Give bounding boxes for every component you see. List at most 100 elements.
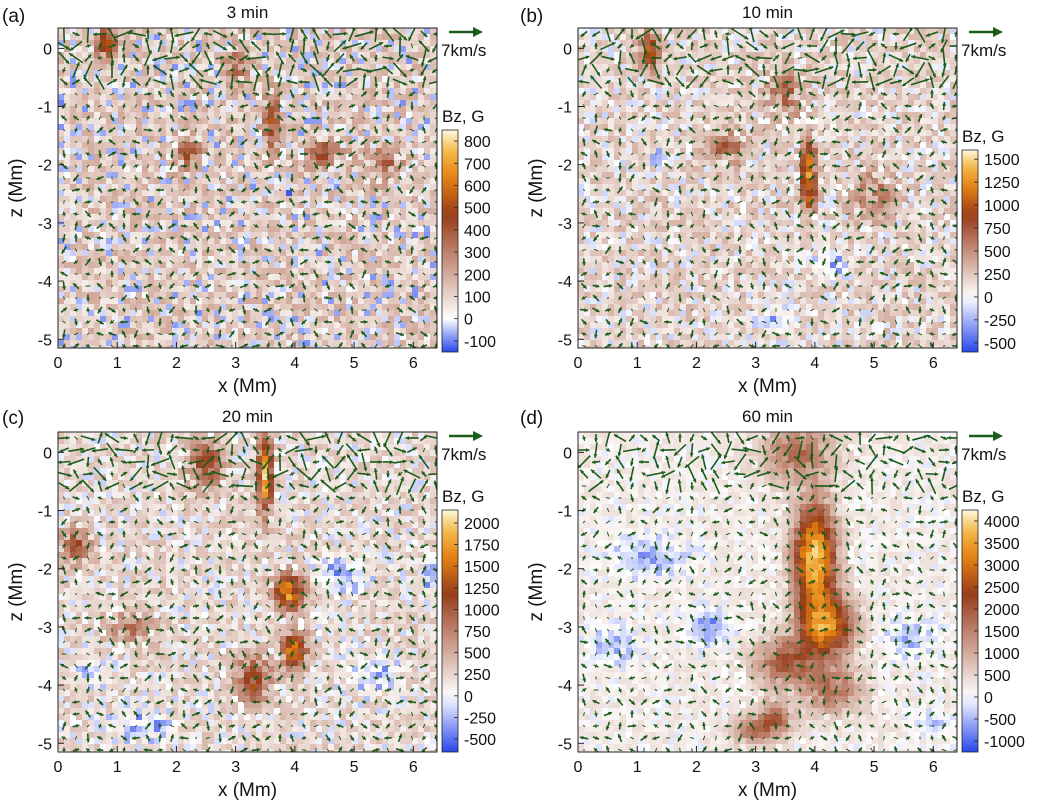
- colorbar-tick-label: 2000: [464, 516, 500, 533]
- colorbar-tick-label: 200: [464, 267, 491, 284]
- x-tick-label: 6: [409, 355, 418, 372]
- y-tick-label: -2: [558, 562, 572, 579]
- colorbar-tick-label: 500: [464, 201, 491, 218]
- reference-arrow-head: [473, 27, 483, 37]
- x-tick-label: 3: [231, 355, 240, 372]
- y-axis-label: z (Mm): [526, 562, 547, 621]
- bz-field: [58, 432, 437, 752]
- colorbar-title: Bz, G: [962, 487, 1005, 506]
- panel-title: 20 min: [222, 407, 273, 426]
- x-tick-label: 4: [290, 355, 299, 372]
- bz-field: [578, 28, 957, 348]
- x-tick-label: 1: [113, 355, 122, 372]
- velocity-vectors: [578, 432, 957, 752]
- y-tick-label: -3: [558, 216, 572, 233]
- y-tick-label: -1: [38, 100, 52, 117]
- x-tick-label: 4: [810, 355, 819, 372]
- x-tick-label: 3: [751, 759, 760, 776]
- colorbar-tick-label: 0: [464, 689, 473, 706]
- colorbar-title: Bz, G: [442, 107, 485, 126]
- vector-scale-label: 7km/s: [441, 41, 486, 60]
- colorbar-tick-label: 750: [984, 221, 1011, 238]
- y-tick-label: -5: [558, 736, 572, 753]
- colorbar-title: Bz, G: [442, 487, 485, 506]
- x-tick-label: 4: [810, 759, 819, 776]
- reference-arrow-head: [993, 27, 1003, 37]
- y-tick-label: 0: [563, 41, 572, 58]
- x-tick-label: 0: [574, 355, 583, 372]
- x-tick-label: 1: [633, 759, 642, 776]
- colorbar-tick-label: 600: [464, 179, 491, 196]
- x-tick-label: 5: [870, 759, 879, 776]
- colorbar-tick-label: 4000: [984, 514, 1020, 531]
- reference-arrow-head: [473, 431, 483, 441]
- x-tick-label: 2: [172, 355, 181, 372]
- colorbar-tick-label: 0: [464, 312, 473, 329]
- y-tick-label: -2: [38, 562, 52, 579]
- panel-1: 0 1 2 3 4 5 6 0 -1 -2 -3 -4 -5 x (Mm) z (Mm) 3 min (a) 7k…: [2, 3, 496, 397]
- panel-label: (a): [2, 6, 25, 27]
- x-tick-label: 6: [409, 759, 418, 776]
- x-tick-label: 6: [929, 759, 938, 776]
- colorbar-tick-label: 1500: [464, 559, 500, 576]
- colorbar-tick-label: -500: [984, 712, 1016, 729]
- panel-label: (d): [520, 408, 543, 429]
- x-tick-label: 5: [350, 759, 359, 776]
- x-axis-label: x (Mm): [738, 780, 797, 801]
- x-tick-label: 3: [751, 355, 760, 372]
- colorbar-tick-label: -250: [464, 710, 496, 727]
- x-axis-label: x (Mm): [738, 376, 797, 397]
- y-tick-label: -4: [558, 274, 572, 291]
- panel-title: 60 min: [742, 407, 793, 426]
- y-tick-label: -1: [558, 100, 572, 117]
- colorbar-tick-label: -500: [984, 336, 1016, 353]
- vector-scale-label: 7km/s: [441, 445, 486, 464]
- colorbar-tick-label: 750: [464, 624, 491, 641]
- y-tick-label: -3: [558, 620, 572, 637]
- plot-frame: [57, 431, 438, 753]
- colorbar-tick-label: 400: [464, 223, 491, 240]
- colorbar-tick-label: 500: [984, 244, 1011, 261]
- y-tick-label: -3: [38, 216, 52, 233]
- colorbar-tick-label: 1000: [984, 646, 1020, 663]
- y-tick-label: -5: [558, 332, 572, 349]
- colorbar-tick-label: 1500: [984, 624, 1020, 641]
- y-axis-label: z (Mm): [6, 562, 27, 621]
- plot-frame: [57, 27, 438, 349]
- panel-4: 0 1 2 3 4 5 6 0 -1 -2 -3 -4 -5 x (Mm) z (Mm) 60 min (d) 7…: [520, 407, 1025, 801]
- y-axis-label: z (Mm): [526, 158, 547, 217]
- y-tick-label: -4: [38, 678, 52, 695]
- colorbar-tick-label: 500: [984, 668, 1011, 685]
- x-tick-label: 1: [113, 759, 122, 776]
- x-tick-label: 2: [692, 355, 701, 372]
- panel-label: (b): [520, 6, 543, 27]
- x-tick-label: 3: [231, 759, 240, 776]
- colorbar-tick-label: 0: [984, 290, 993, 307]
- y-tick-label: -4: [38, 274, 52, 291]
- y-tick-label: -4: [558, 678, 572, 695]
- x-tick-label: 5: [870, 355, 879, 372]
- colorbar-tick-label: 2000: [984, 602, 1020, 619]
- vector-scale-label: 7km/s: [961, 445, 1006, 464]
- x-tick-label: 6: [929, 355, 938, 372]
- x-axis-label: x (Mm): [218, 376, 277, 397]
- x-axis-label: x (Mm): [218, 780, 277, 801]
- bz-field: [578, 432, 957, 752]
- colorbar-tick-label: 1500: [984, 152, 1020, 169]
- plot-frame: [577, 27, 958, 349]
- y-tick-label: -1: [38, 504, 52, 521]
- colorbar-tick-label: 100: [464, 290, 491, 307]
- panel-title: 10 min: [742, 3, 793, 22]
- velocity-vectors: [58, 28, 437, 348]
- y-tick-label: -2: [38, 158, 52, 175]
- colorbar-tick-label: -250: [984, 313, 1016, 330]
- x-tick-label: 0: [54, 355, 63, 372]
- colorbar-tick-label: 2500: [984, 580, 1020, 597]
- vector-scale-label: 7km/s: [961, 41, 1006, 60]
- y-tick-label: -5: [38, 332, 52, 349]
- panel-3: 0 1 2 3 4 5 6 0 -1 -2 -3 -4 -5 x (Mm) z (Mm) 20 min (c) 7…: [2, 407, 500, 801]
- colorbar-tick-label: 1250: [464, 581, 500, 598]
- x-tick-label: 0: [574, 759, 583, 776]
- panel-2: 0 1 2 3 4 5 6 0 -1 -2 -3 -4 -5 x (Mm) z (Mm) 10 min (b) 7…: [520, 3, 1020, 397]
- colorbar-tick-label: -100: [464, 334, 496, 351]
